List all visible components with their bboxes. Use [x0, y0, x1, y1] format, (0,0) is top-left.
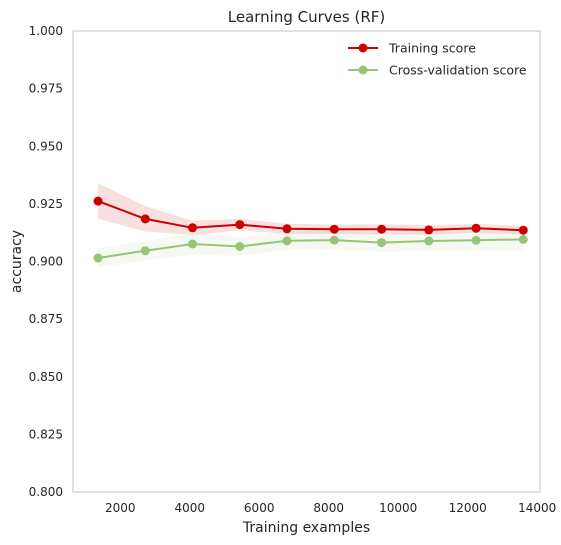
point-cv — [518, 234, 528, 244]
y-tick-label: 0.925 — [29, 197, 63, 211]
legend-label-training: Training score — [388, 41, 476, 56]
x-tick-label: 8000 — [313, 501, 344, 515]
point-training — [377, 224, 387, 234]
y-tick-label: 1.000 — [29, 24, 63, 38]
y-tick-label: 0.800 — [29, 485, 63, 499]
chart-title: Learning Curves (RF) — [228, 8, 385, 26]
legend: Training score Cross-validation score — [348, 41, 527, 78]
y-tick-label: 0.950 — [29, 139, 63, 153]
legend-marker-cv — [358, 65, 368, 75]
point-training — [329, 224, 339, 234]
y-tick-label: 0.875 — [29, 312, 63, 326]
point-training — [518, 225, 528, 235]
point-training — [282, 224, 292, 234]
band-layer — [98, 183, 524, 268]
y-tick-label: 0.825 — [29, 427, 63, 441]
point-training — [188, 223, 197, 233]
point-training — [93, 196, 103, 206]
y-tick-label: 0.900 — [29, 255, 63, 269]
point-cv — [188, 239, 197, 249]
y-axis-label: accuracy — [9, 230, 25, 293]
x-tick-labels: 2000 4000 6000 8000 10000 12000 14000 — [105, 501, 556, 515]
point-cv — [93, 253, 103, 263]
y-tick-label: 0.850 — [29, 370, 63, 384]
point-cv — [377, 238, 387, 248]
point-cv — [282, 236, 292, 246]
point-cv — [235, 242, 245, 251]
band-training — [98, 183, 524, 235]
point-training — [235, 220, 245, 230]
line-layer — [97, 200, 524, 259]
x-tick-label: 2000 — [105, 501, 136, 515]
y-tick-labels: 0.800 0.825 0.850 0.875 0.900 0.925 0.950 0.975… — [29, 24, 63, 499]
y-tick-label: 0.975 — [29, 82, 63, 96]
point-cv — [140, 246, 150, 256]
legend-label-cv: Cross-validation score — [389, 63, 527, 78]
point-cv — [424, 236, 434, 246]
point-training — [424, 225, 434, 235]
x-axis-label: Training examples — [242, 520, 370, 536]
x-tick-label: 10000 — [379, 501, 417, 515]
series-line-training — [97, 200, 524, 232]
legend-marker-training — [358, 43, 368, 53]
plot-area — [72, 30, 541, 493]
x-tick-label: 12000 — [449, 501, 487, 515]
point-layer — [93, 196, 528, 263]
x-tick-label: 4000 — [175, 501, 206, 515]
band-cv — [98, 227, 524, 268]
point-cv — [471, 235, 481, 245]
point-training — [140, 214, 150, 224]
point-cv — [329, 235, 339, 245]
series-line-cv — [97, 238, 524, 259]
x-tick-label: 6000 — [244, 501, 275, 515]
point-training — [471, 223, 481, 233]
x-tick-label: 14000 — [518, 501, 556, 515]
